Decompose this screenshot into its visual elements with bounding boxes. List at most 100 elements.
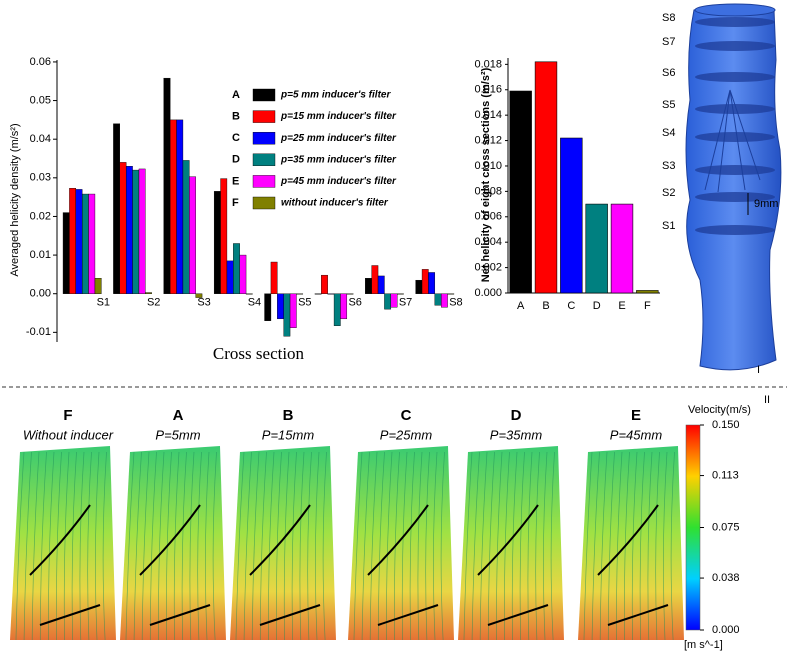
- bar: [75, 189, 83, 294]
- streamline: [433, 451, 438, 641]
- streamline: [212, 451, 217, 641]
- streamline: [479, 451, 488, 641]
- y-tick-label: 0.014: [474, 109, 502, 121]
- streamline: [425, 451, 430, 641]
- bar: [169, 119, 177, 294]
- streamline: [670, 451, 675, 641]
- legend-swatch: [252, 88, 276, 102]
- section-disc: [695, 165, 775, 175]
- panel-letter: C: [401, 407, 412, 424]
- streamline: [377, 451, 385, 641]
- bar: [220, 178, 228, 294]
- streamline: [259, 451, 267, 641]
- y-tick-label: 0.002: [474, 262, 502, 274]
- section-label: S5: [662, 99, 675, 111]
- streamline: [409, 451, 415, 641]
- streamline: [386, 451, 393, 641]
- legend-letter: C: [232, 132, 240, 144]
- x-tick-label: S3: [197, 297, 210, 309]
- x-tick-label: S8: [449, 297, 462, 309]
- vessel-image: [685, 3, 782, 371]
- streamline: [71, 451, 77, 641]
- x-tick-label: S6: [348, 297, 361, 309]
- legend-letter: D: [232, 154, 240, 166]
- bar: [119, 162, 127, 294]
- x-tick-label: B: [542, 300, 549, 312]
- x-tick-label: A: [517, 300, 525, 312]
- section-disc: [695, 17, 775, 27]
- streamline: [369, 451, 378, 641]
- panel-title: P=25mm: [380, 427, 433, 442]
- y-tick-label: 0.000: [474, 287, 502, 299]
- streamline: [647, 451, 653, 641]
- bar: [69, 188, 77, 294]
- y-tick-label: 0.016: [474, 84, 502, 96]
- streamline: [519, 451, 525, 641]
- bar: [509, 90, 532, 294]
- bar: [371, 265, 379, 294]
- bar: [176, 119, 184, 294]
- section-label: S8: [662, 12, 675, 24]
- panel-title: P=35mm: [490, 427, 543, 442]
- panel-letter: B: [283, 407, 294, 424]
- streamline: [181, 451, 187, 641]
- x-tick-label: S2: [147, 297, 160, 309]
- streamline: [149, 451, 157, 641]
- section-disc: [695, 72, 775, 82]
- legend-letter: A: [232, 89, 240, 101]
- bar: [327, 293, 335, 295]
- bar: [239, 254, 247, 294]
- bar: [125, 166, 133, 294]
- streamline: [15, 451, 25, 641]
- panel-label: I: [757, 364, 760, 376]
- y-tick-label: 0.006: [474, 211, 502, 223]
- streamline-image: [458, 446, 564, 640]
- streamline: [527, 451, 533, 641]
- streamline: [322, 451, 327, 641]
- vortex-arrow: [477, 504, 549, 626]
- panel-title: P=15mm: [262, 427, 315, 442]
- y-tick-label: 0.00: [30, 288, 51, 300]
- bar: [421, 269, 429, 294]
- streamline: [243, 451, 252, 641]
- streamline: [79, 451, 85, 641]
- streamline: [616, 451, 623, 641]
- section-label: S7: [662, 36, 675, 48]
- bar: [132, 169, 140, 294]
- section-label: S4: [662, 127, 675, 139]
- bar: [610, 203, 634, 294]
- streamline: [23, 451, 32, 641]
- vortex-arrow: [249, 504, 321, 626]
- section-disc: [695, 192, 775, 202]
- section-label: S6: [662, 67, 675, 79]
- streamline: [550, 451, 555, 641]
- bar: [264, 293, 272, 321]
- spacing-label: 9mm: [754, 198, 778, 210]
- streamline: [607, 451, 615, 641]
- colorbar-unit: [m s^-1]: [684, 639, 723, 651]
- panel-letter: D: [511, 407, 522, 424]
- streamline: [471, 451, 480, 641]
- legend-swatch: [252, 196, 276, 210]
- bar: [447, 293, 455, 295]
- bar: [277, 293, 284, 320]
- streamline: [125, 451, 135, 641]
- y-tick-label: 0.05: [30, 94, 51, 106]
- bar: [296, 293, 304, 295]
- bar: [636, 290, 659, 294]
- colorbar-tick-label: 0.075: [712, 521, 740, 533]
- bar: [195, 293, 203, 298]
- legend-label: p=15 mm inducer's filter: [280, 111, 397, 122]
- x-axis-label: Cross section: [213, 344, 305, 363]
- colorbar-tick-label: 0.038: [712, 572, 740, 584]
- legend-swatch: [252, 110, 276, 123]
- bar: [163, 77, 171, 294]
- bar: [534, 61, 558, 294]
- streamline: [543, 451, 548, 641]
- y-tick-label: 0.02: [30, 210, 51, 222]
- panel-title: P=5mm: [155, 427, 200, 442]
- bar: [434, 293, 442, 306]
- panel-letter: A: [173, 407, 184, 424]
- bar: [440, 293, 448, 308]
